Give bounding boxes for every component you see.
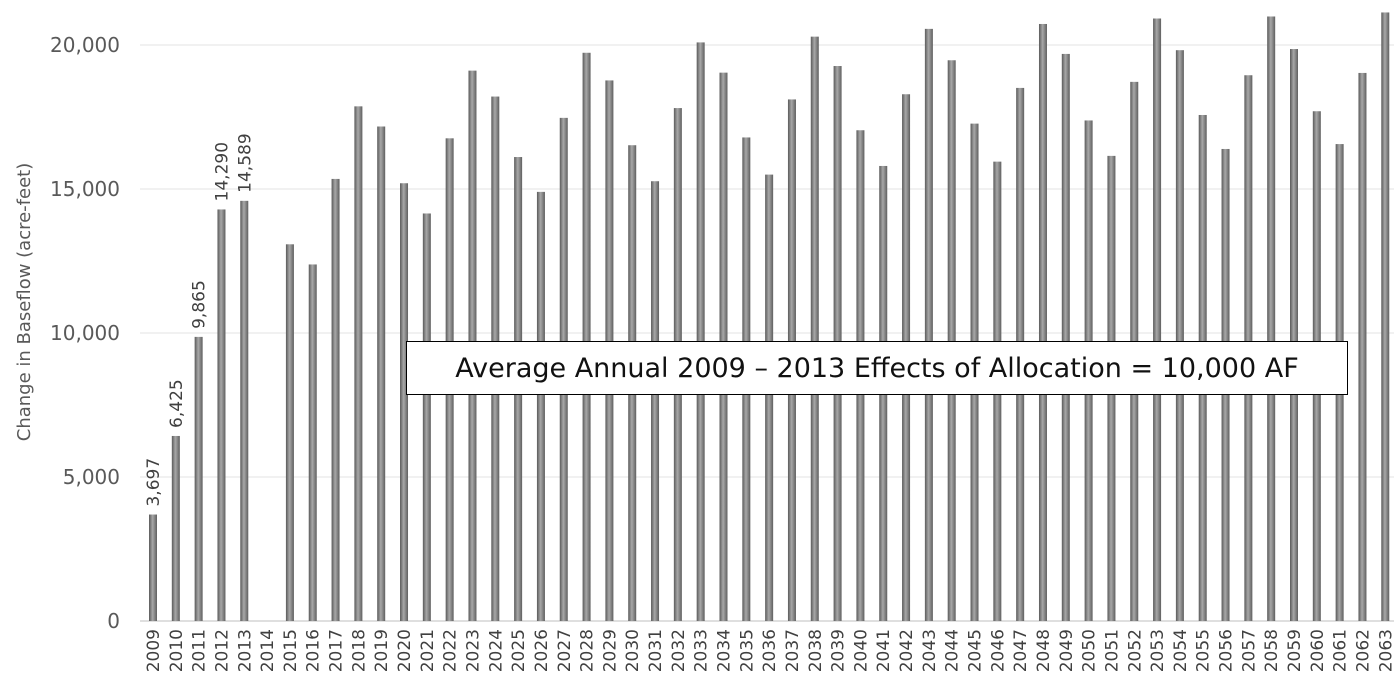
y-tick-label: 20,000 bbox=[50, 33, 120, 57]
bar bbox=[1267, 16, 1276, 622]
x-tick-label: 2041 bbox=[874, 629, 894, 672]
x-tick-label: 2039 bbox=[829, 629, 849, 672]
bar bbox=[377, 126, 386, 621]
x-tick-label: 2030 bbox=[623, 629, 643, 672]
data-label: 14,290 bbox=[212, 142, 232, 201]
x-tick-label: 2061 bbox=[1331, 629, 1351, 672]
x-tick-label: 2042 bbox=[897, 629, 917, 672]
x-tick-label: 2022 bbox=[441, 629, 461, 672]
x-tick-label: 2028 bbox=[578, 629, 598, 672]
bar bbox=[354, 106, 363, 622]
x-tick-label: 2026 bbox=[532, 629, 552, 672]
bar bbox=[149, 514, 157, 621]
x-tick-label: 2051 bbox=[1102, 629, 1122, 672]
x-tick-label: 2017 bbox=[327, 629, 347, 672]
bar bbox=[285, 244, 294, 621]
x-tick-label: 2038 bbox=[806, 629, 826, 672]
x-tick-label: 2023 bbox=[463, 629, 483, 672]
x-tick-label: 2063 bbox=[1376, 629, 1394, 672]
bar bbox=[536, 191, 545, 621]
y-tick-label: 5,000 bbox=[63, 465, 120, 489]
data-labels: 3,697 6,425 9,865 14,290 14,589 bbox=[144, 133, 255, 506]
x-tick-label: 2052 bbox=[1125, 629, 1145, 672]
x-tick-label: 2031 bbox=[646, 629, 666, 672]
x-tick-label: 2011 bbox=[190, 629, 210, 672]
x-tick-label: 2029 bbox=[600, 629, 620, 672]
bar bbox=[1358, 72, 1367, 622]
x-tick-label: 2024 bbox=[486, 629, 506, 672]
bar bbox=[1290, 49, 1298, 622]
bar bbox=[331, 178, 340, 622]
x-tick-label: 2027 bbox=[555, 629, 575, 672]
x-tick-label: 2050 bbox=[1080, 629, 1100, 672]
x-tick-label: 2046 bbox=[988, 629, 1008, 672]
bar bbox=[240, 200, 249, 622]
bar bbox=[765, 174, 774, 621]
x-tick-label: 2048 bbox=[1034, 629, 1054, 672]
bar bbox=[1153, 18, 1162, 621]
x-tick-label: 2057 bbox=[1239, 629, 1259, 672]
data-label: 3,697 bbox=[144, 458, 164, 507]
x-tick-label: 2043 bbox=[920, 629, 940, 672]
y-tick-label: 10,000 bbox=[50, 321, 120, 345]
bar bbox=[810, 36, 819, 621]
x-tick-label: 2034 bbox=[715, 629, 735, 672]
y-axis-title: Change in Baseflow (acre-feet) bbox=[14, 163, 35, 441]
x-tick-label: 2013 bbox=[235, 629, 255, 672]
y-tick-label: 0 bbox=[107, 609, 120, 633]
bar bbox=[308, 264, 317, 621]
x-tick-label: 2045 bbox=[966, 629, 986, 672]
x-tick-label: 2010 bbox=[167, 629, 187, 672]
x-tick-label: 2019 bbox=[372, 629, 392, 672]
bar bbox=[582, 52, 591, 621]
x-tick-label: 2060 bbox=[1308, 629, 1328, 672]
bar bbox=[651, 181, 660, 621]
x-tick-label: 2058 bbox=[1262, 629, 1282, 672]
annotation-box: Average Annual 2009 – 2013 Effects of Al… bbox=[406, 341, 1348, 395]
x-tick-label: 2033 bbox=[692, 629, 712, 672]
x-tick-label: 2047 bbox=[1011, 629, 1031, 672]
x-tick-label: 2035 bbox=[737, 629, 757, 672]
bar bbox=[194, 336, 203, 621]
x-tick-label: 2009 bbox=[144, 629, 164, 672]
bar bbox=[217, 209, 226, 621]
x-tick-label: 2056 bbox=[1217, 629, 1237, 672]
y-tick-label: 15,000 bbox=[50, 177, 120, 201]
bar bbox=[1061, 53, 1070, 622]
bar bbox=[1038, 23, 1047, 621]
x-tick-label: 2044 bbox=[943, 629, 963, 672]
x-tick-label: 2053 bbox=[1148, 629, 1168, 672]
x-tick-label: 2020 bbox=[395, 629, 415, 672]
y-axis: 0 5,000 10,000 15,000 20,000 bbox=[50, 33, 120, 633]
bars bbox=[149, 12, 1390, 622]
x-tick-label: 2016 bbox=[304, 629, 324, 672]
x-tick-label: 2062 bbox=[1353, 629, 1373, 672]
x-tick-label: 2040 bbox=[851, 629, 871, 672]
bar bbox=[422, 213, 431, 622]
x-tick-label: 2018 bbox=[349, 629, 369, 672]
bar bbox=[924, 28, 933, 621]
x-tick-label: 2054 bbox=[1171, 629, 1191, 672]
bar bbox=[171, 435, 180, 621]
x-tick-label: 2037 bbox=[783, 629, 803, 672]
bar bbox=[947, 60, 956, 622]
x-tick-label: 2012 bbox=[212, 629, 232, 672]
data-label: 9,865 bbox=[190, 280, 210, 329]
x-tick-label: 2036 bbox=[760, 629, 780, 672]
x-tick-label: 2025 bbox=[509, 629, 529, 672]
x-tick-label: 2055 bbox=[1194, 629, 1214, 672]
bar bbox=[400, 183, 409, 622]
bar bbox=[1381, 12, 1390, 622]
x-axis: 2009 2010 2011 2012 2013 2014 2015 2016 2017 2018… bbox=[144, 629, 1394, 672]
x-tick-label: 2049 bbox=[1057, 629, 1077, 672]
x-tick-label: 2059 bbox=[1285, 629, 1305, 672]
data-label: 6,425 bbox=[167, 379, 187, 428]
x-tick-label: 2032 bbox=[669, 629, 689, 672]
data-label: 14,589 bbox=[235, 133, 255, 192]
bar bbox=[1175, 50, 1184, 621]
x-tick-label: 2021 bbox=[418, 629, 438, 672]
bar bbox=[696, 42, 705, 621]
x-tick-label: 2015 bbox=[281, 629, 301, 672]
x-tick-label: 2014 bbox=[258, 629, 278, 672]
